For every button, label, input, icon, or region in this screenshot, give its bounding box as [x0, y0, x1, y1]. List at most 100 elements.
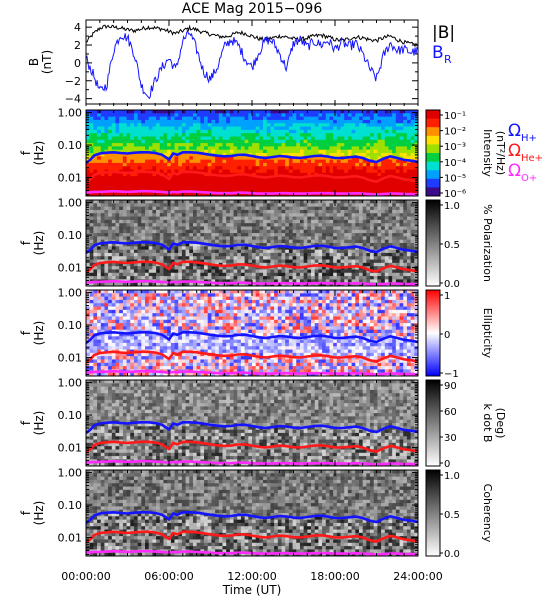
heatmap-cell: [100, 176, 105, 180]
heatmap-cell: [196, 146, 201, 151]
heatmap-cell: [233, 213, 238, 217]
heatmap-cell: [336, 113, 341, 118]
heatmap-cell: [115, 143, 120, 147]
heatmap-cell: [215, 259, 220, 264]
heatmap-cell: [322, 159, 327, 164]
heatmap-cell: [270, 252, 275, 257]
heatmap-cell: [311, 113, 316, 118]
heatmap-cell: [414, 229, 418, 234]
heatmap-cell: [377, 116, 382, 121]
heatmap-cell: [167, 186, 172, 190]
heatmap-cell: [266, 243, 271, 247]
heatmap-cell: [288, 236, 293, 241]
heatmap-cell: [303, 123, 308, 127]
heatmap-cell: [410, 156, 415, 161]
heatmap-cell: [115, 266, 120, 270]
heatmap-cell: [270, 143, 275, 147]
heatmap-cell: [192, 113, 198, 118]
heatmap-cell: [159, 200, 164, 204]
heatmap-cell: [108, 129, 113, 134]
heatmap-cell: [189, 243, 194, 247]
heatmap-cell: [336, 123, 341, 127]
heatmap-cell: [395, 129, 400, 134]
heatmap-cell: [414, 139, 418, 144]
heatmap-cell: [403, 246, 408, 251]
heatmap-cell: [141, 172, 146, 177]
heatmap-cell: [211, 113, 216, 118]
heatmap-cell: [130, 146, 135, 151]
heatmap-cell: [325, 243, 330, 247]
heatmap-cell: [384, 279, 389, 284]
colorbar-tick-label: 10⁻¹: [444, 111, 466, 122]
heatmap-cell: [156, 156, 161, 161]
heatmap-cell: [178, 159, 183, 164]
heatmap-cell: [240, 133, 246, 137]
heatmap-cell: [347, 113, 352, 118]
heatmap-cell: [299, 269, 305, 274]
heatmap-cell: [170, 119, 175, 124]
heatmap-cell: [148, 110, 153, 114]
heatmap-cell: [355, 172, 360, 177]
heatmap-cell: [270, 229, 275, 234]
heatmap-cell: [351, 249, 356, 254]
heatmap-cell: [344, 189, 349, 194]
heatmap-cell: [299, 279, 305, 284]
heatmap-cell: [263, 229, 268, 234]
heatmap-cell: [226, 233, 231, 237]
heatmap-cell: [167, 206, 172, 211]
heatmap-cell: [340, 213, 345, 217]
colorbar-step: [426, 120, 440, 124]
heatmap-cell: [163, 113, 168, 118]
heatmap-cell: [108, 269, 113, 274]
heatmap-cell: [347, 166, 352, 170]
heatmap-cell: [392, 186, 397, 190]
heatmap-cell: [244, 129, 249, 134]
heatmap-cell: [285, 226, 290, 231]
heatmap-cell: [97, 149, 102, 154]
heatmap-cell: [322, 110, 327, 114]
heatmap-cell: [336, 110, 341, 114]
heatmap-cell: [156, 159, 161, 164]
heatmap-cell: [381, 129, 386, 134]
heatmap-cell: [403, 243, 408, 247]
heatmap-cell: [347, 136, 352, 141]
heatmap-cell: [355, 119, 360, 124]
heatmap-cell: [311, 243, 316, 247]
heatmap-cell: [89, 223, 94, 227]
heatmap-cell: [410, 229, 415, 234]
heatmap-cell: [307, 266, 312, 270]
heatmap-cell: [406, 252, 412, 257]
heatmap-cell: [215, 156, 220, 161]
heatmap-cell: [229, 279, 234, 284]
heatmap-cell: [100, 123, 105, 127]
heatmap-cell: [244, 219, 249, 224]
heatmap-cell: [93, 156, 98, 161]
heatmap-cell: [248, 143, 253, 147]
heatmap-cell: [277, 246, 282, 251]
heatmap-cell: [344, 119, 349, 124]
heatmap-cell: [93, 233, 98, 237]
heatmap-cell: [307, 200, 312, 204]
heatmap-cell: [174, 272, 179, 277]
heatmap-cell: [189, 116, 194, 121]
heatmap-cell: [189, 223, 194, 227]
heatmap-cell: [218, 259, 223, 264]
heatmap-cell: [233, 246, 238, 251]
heatmap-cell: [211, 266, 216, 270]
heatmap-cell: [226, 149, 231, 154]
heatmap-cell: [358, 110, 364, 114]
heatmap-cell: [296, 276, 301, 280]
heatmap-cell: [274, 246, 279, 251]
heatmap-cell: [366, 123, 371, 127]
heatmap-cell: [167, 276, 172, 280]
heatmap-cell: [93, 110, 98, 114]
heatmap-cell: [222, 213, 227, 217]
heatmap-cell: [185, 186, 190, 190]
heatmap-cell: [414, 129, 418, 134]
heatmap-cell: [137, 229, 142, 234]
heatmap-cell: [274, 279, 279, 284]
heatmap-cell: [226, 239, 231, 244]
heatmap-cell: [252, 219, 257, 224]
heatmap-cell: [122, 182, 127, 187]
heatmap-cell: [126, 243, 131, 247]
